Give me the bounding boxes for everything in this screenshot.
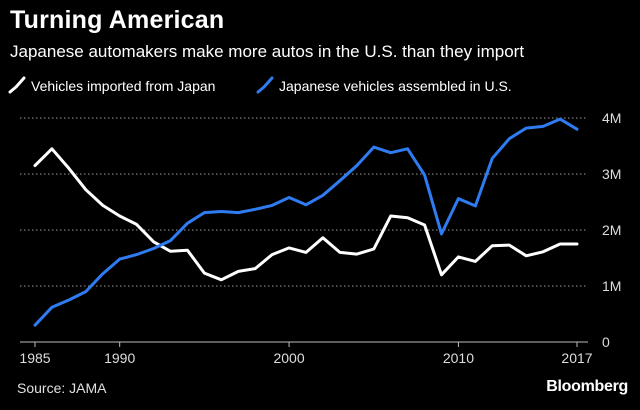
- x-tick-label: 2017: [561, 350, 592, 366]
- y-tick-label: 0: [602, 334, 610, 350]
- y-tick-label: 2M: [602, 222, 621, 238]
- chart-title: Turning American: [10, 6, 225, 34]
- x-tick-label: 2010: [443, 350, 474, 366]
- legend-label: Vehicles imported from Japan: [31, 78, 215, 94]
- legend-swatch-icon: [8, 76, 26, 94]
- x-tick-label: 1985: [19, 350, 50, 366]
- bloomberg-logo: Bloomberg: [546, 378, 628, 395]
- legend: Vehicles imported from Japan Japanese veh…: [8, 76, 512, 94]
- y-tick-label: 1M: [602, 278, 621, 294]
- x-tick-label: 1990: [104, 350, 135, 366]
- x-tick-label: 2000: [273, 350, 304, 366]
- axes: 0 1M 2M 3M 4M 1985 1990 2000 2010 2017: [19, 110, 621, 366]
- chart-subtitle: Japanese automakers make more autos in t…: [10, 42, 525, 61]
- source-note: Source: JAMA: [17, 380, 107, 396]
- legend-swatch-icon: [256, 76, 274, 94]
- assembled-series-line: [33, 117, 579, 327]
- y-tick-label: 4M: [602, 110, 621, 126]
- grid-lines: [20, 117, 588, 287]
- series-lines: [33, 117, 579, 327]
- legend-label: Japanese vehicles assembled in U.S.: [279, 78, 512, 94]
- y-tick-label: 3M: [602, 166, 621, 182]
- imported-series-line: [33, 147, 579, 282]
